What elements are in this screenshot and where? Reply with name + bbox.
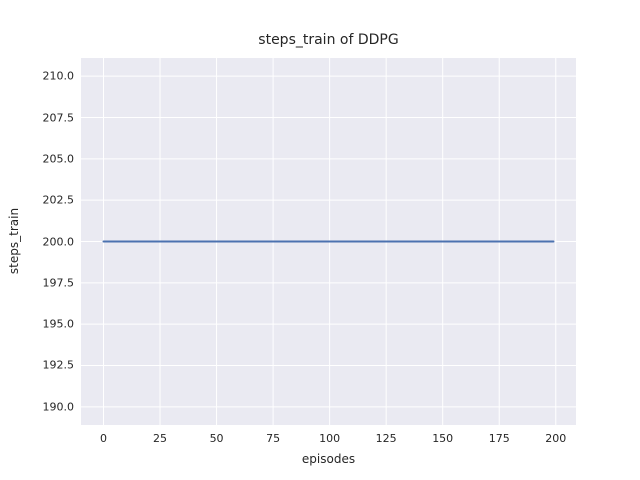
x-tick-label: 200 [545,432,567,445]
x-tick-label: 125 [375,432,397,445]
y-axis-label: steps_train [7,207,21,275]
x-tick-label: 75 [266,432,281,445]
y-tick-label: 192.5 [42,358,75,372]
y-tick-label: 202.5 [42,193,75,207]
y-tick-label: 190.0 [42,400,75,414]
y-tick-label: 195.0 [42,317,75,331]
plot-canvas [81,58,576,425]
x-axis-label: episodes [301,452,356,466]
x-tick-label: 150 [432,432,454,445]
x-tick-label: 100 [319,432,341,445]
x-tick-label: 0 [100,432,107,445]
y-tick-label: 210.0 [42,69,75,83]
y-tick-label: 207.5 [42,111,75,124]
x-tick-label: 50 [209,432,224,445]
chart-title: steps_train of DDPG [258,32,399,48]
plot-area [81,58,576,425]
x-tick-label: 25 [153,432,168,445]
y-tick-label: 205.0 [42,152,75,166]
x-tick-label: 175 [488,432,510,445]
y-tick-label: 197.5 [42,276,75,290]
y-tick-label: 200.0 [42,235,75,248]
